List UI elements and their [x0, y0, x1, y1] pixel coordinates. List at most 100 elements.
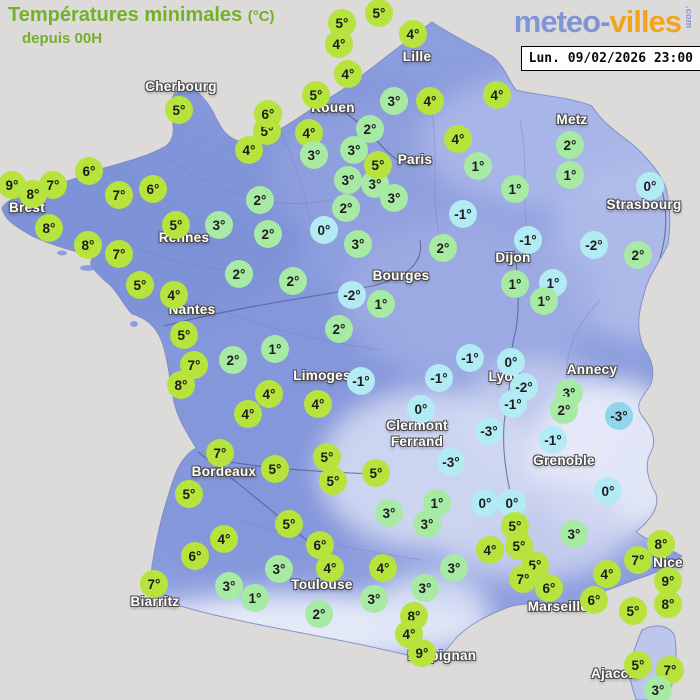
temp-badge: -3°: [475, 417, 503, 445]
temp-badge: 3°: [644, 676, 672, 700]
temp-badge: 0°: [310, 216, 338, 244]
temp-badge: 8°: [74, 231, 102, 259]
temp-badge: 2°: [556, 131, 584, 159]
temp-badge: 7°: [105, 181, 133, 209]
temp-badge: 5°: [170, 321, 198, 349]
city-label-lille[interactable]: Lille: [402, 48, 432, 64]
temp-badge: 0°: [594, 477, 622, 505]
temp-badge: 5°: [261, 455, 289, 483]
logo-suffix-com: .com: [683, 6, 694, 29]
temp-badge: 8°: [35, 214, 63, 242]
temp-badge: 2°: [305, 600, 333, 628]
temp-badge: 8°: [19, 180, 47, 208]
temp-badge: 1°: [464, 152, 492, 180]
temp-badge: 5°: [165, 96, 193, 124]
temp-badge: 4°: [304, 390, 332, 418]
temp-badge: -1°: [499, 390, 527, 418]
temp-badge: 2°: [332, 194, 360, 222]
temp-badge: -1°: [347, 367, 375, 395]
temp-badge: 5°: [365, 0, 393, 27]
site-logo[interactable]: meteo-villes .com: [514, 4, 694, 40]
city-label-toulouse[interactable]: Toulouse: [291, 576, 353, 592]
page-title: Températures minimales: [8, 4, 243, 26]
datetime-stamp: Lun. 09/02/2026 23:00: [520, 46, 700, 71]
city-label-paris[interactable]: Paris: [397, 151, 433, 167]
temp-badge: 4°: [160, 281, 188, 309]
city-label-metz[interactable]: Metz: [556, 111, 588, 127]
temp-badge: 3°: [380, 87, 408, 115]
temp-badge: 3°: [411, 574, 439, 602]
temp-badge: 6°: [139, 175, 167, 203]
temp-badge: -2°: [338, 281, 366, 309]
city-label-bordeaux[interactable]: Bordeaux: [191, 463, 257, 479]
city-label-marseille[interactable]: Marseille: [527, 598, 589, 614]
temp-badge: 2°: [279, 267, 307, 295]
temp-badge: 3°: [375, 499, 403, 527]
city-label-cherbourg[interactable]: Cherbourg: [145, 78, 217, 94]
temp-badge: 1°: [501, 270, 529, 298]
temp-badge: 7°: [509, 565, 537, 593]
temp-badge: 0°: [636, 172, 664, 200]
temp-badge: -2°: [580, 231, 608, 259]
temp-badge: 5°: [275, 510, 303, 538]
temp-badge: 8°: [654, 590, 682, 618]
temp-badge: 8°: [647, 530, 675, 558]
temp-badge: 2°: [225, 260, 253, 288]
temp-badge: 5°: [162, 211, 190, 239]
temp-badge: 5°: [364, 151, 392, 179]
temp-badge: 3°: [440, 554, 468, 582]
temp-badge: 5°: [175, 480, 203, 508]
page-subtitle: depuis 00H: [22, 30, 103, 47]
temp-badge: 5°: [126, 271, 154, 299]
temp-badge: 3°: [344, 230, 372, 258]
temp-badge: 2°: [325, 315, 353, 343]
temp-badge: 5°: [313, 443, 341, 471]
temp-badge: 1°: [556, 161, 584, 189]
temp-badge: 4°: [444, 125, 472, 153]
temp-badge: 3°: [334, 166, 362, 194]
temp-badge: 4°: [483, 81, 511, 109]
logo-part-villes: villes: [609, 4, 682, 39]
city-label-dijon[interactable]: Dijon: [495, 249, 531, 265]
city-label-bourges[interactable]: Bourges: [372, 267, 430, 283]
temp-badge: 5°: [619, 597, 647, 625]
temp-badge: 4°: [369, 554, 397, 582]
temp-badge: 9°: [408, 639, 436, 667]
temp-badge: 1°: [367, 290, 395, 318]
temp-badge: 3°: [205, 211, 233, 239]
temp-badge: 4°: [325, 30, 353, 58]
city-label-nice[interactable]: Nice: [653, 554, 683, 570]
city-label-clermont-ferrand[interactable]: Clermont Ferrand: [386, 417, 448, 449]
temp-badge: 5°: [362, 459, 390, 487]
temp-badge: 4°: [399, 20, 427, 48]
city-label-strasbourg[interactable]: Strasbourg: [606, 196, 682, 212]
temp-badge: 5°: [624, 651, 652, 679]
temp-badge: 7°: [624, 546, 652, 574]
temp-badge: 2°: [429, 234, 457, 262]
temp-badge: 4°: [235, 136, 263, 164]
temp-badge: 2°: [550, 396, 578, 424]
city-label-grenoble[interactable]: Grenoble: [533, 452, 595, 468]
temp-badge: 1°: [501, 175, 529, 203]
temp-badge: 2°: [219, 346, 247, 374]
temp-badge: 7°: [105, 240, 133, 268]
city-label-biarritz[interactable]: Biarritz: [130, 593, 180, 609]
temp-badge: 2°: [624, 241, 652, 269]
temp-badge: -1°: [425, 364, 453, 392]
temp-badge: 0°: [497, 348, 525, 376]
logo-part-meteo: meteo-: [513, 4, 611, 39]
temp-badge: 5°: [302, 81, 330, 109]
temp-badge: 3°: [340, 136, 368, 164]
city-label-annecy[interactable]: Annecy: [566, 361, 618, 377]
temp-badge: 3°: [300, 141, 328, 169]
temp-badge: -1°: [514, 226, 542, 254]
city-label-limoges[interactable]: Limoges: [293, 367, 351, 383]
temp-badge: 6°: [75, 157, 103, 185]
temp-badge: -3°: [437, 448, 465, 476]
temp-badge: 6°: [181, 542, 209, 570]
title-unit: (°C): [247, 8, 275, 25]
temp-badge: -1°: [539, 426, 567, 454]
temp-badge: 4°: [234, 400, 262, 428]
